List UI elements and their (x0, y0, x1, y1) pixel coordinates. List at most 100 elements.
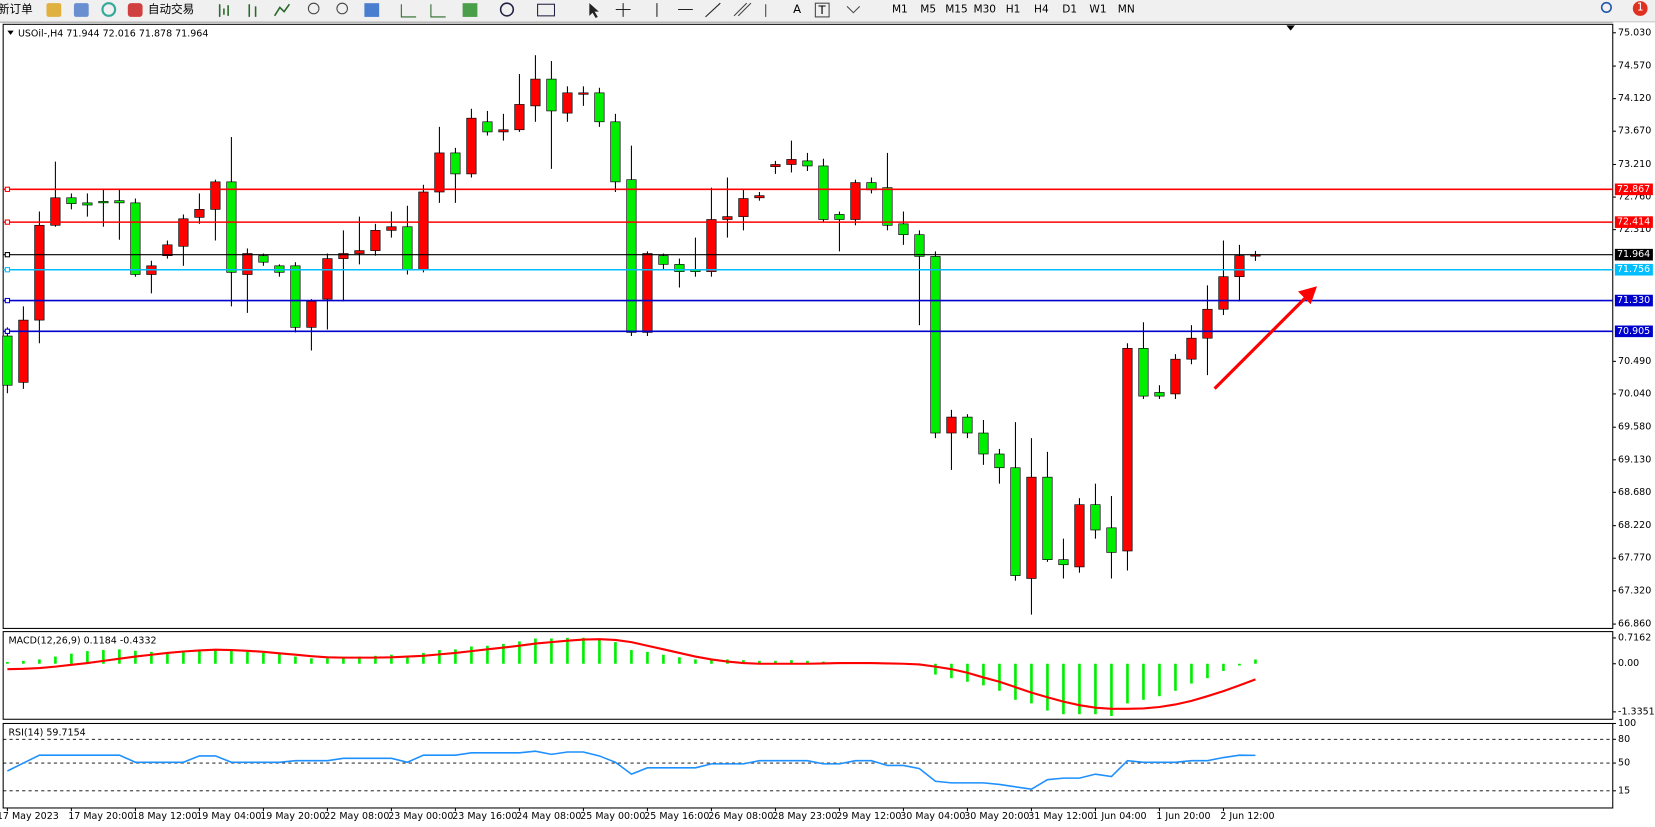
x-tick-label: 25 May 16:00 (644, 811, 709, 822)
candle-body (498, 129, 509, 133)
notification-badge[interactable] (1632, 1, 1648, 16)
timeframe-button[interactable]: D1 (1062, 4, 1077, 16)
timeframe-button[interactable]: M1 (892, 4, 908, 16)
candle-body (2, 335, 13, 386)
candle-body (354, 250, 365, 254)
candle-body (738, 198, 749, 217)
scroll-buttons[interactable] (400, 4, 446, 18)
label-tool-box[interactable] (814, 2, 830, 18)
candle-body (1010, 467, 1021, 576)
x-tick-label: 19 May 04:00 (196, 811, 261, 822)
zoom-out-button[interactable] (336, 2, 349, 15)
text-tool[interactable]: A (793, 2, 801, 16)
candle-body (50, 197, 61, 226)
shift-marker[interactable] (1286, 25, 1295, 31)
timeframe-button[interactable]: H4 (1034, 4, 1049, 16)
auto-trading-button[interactable]: 自动交易 (148, 2, 194, 16)
timeframe-button[interactable]: M5 (920, 4, 936, 16)
candle-body (1106, 527, 1117, 553)
timeframe-button[interactable]: M15 (945, 4, 968, 16)
x-tick-label: 17 May 2023 (0, 811, 59, 822)
bar-chart-button[interactable] (218, 4, 229, 17)
timeframe-button[interactable]: MN (1118, 4, 1135, 16)
price-level-label: 72.867 (1617, 184, 1650, 195)
icon-button[interactable] (46, 3, 62, 17)
candle-body (66, 197, 77, 204)
timeframe-button[interactable]: W1 (1089, 4, 1106, 16)
periods-button[interactable] (499, 2, 515, 17)
candle-body (1154, 392, 1165, 397)
candle-body (290, 265, 301, 328)
timeframe-button[interactable]: H1 (1006, 4, 1021, 16)
candle-body (322, 258, 333, 300)
x-tick-label: 23 May 16:00 (452, 811, 517, 822)
chart-tools (218, 3, 291, 17)
x-tick-label: 19 May 20:00 (260, 811, 325, 822)
cursor-button[interactable] (589, 3, 599, 18)
chart-title-marker (7, 30, 14, 35)
candle-body (1218, 276, 1229, 310)
crosshair-button[interactable] (615, 3, 631, 17)
line-chart-button[interactable] (273, 3, 291, 17)
candle-body (418, 191, 429, 270)
price-level-handle[interactable] (4, 267, 11, 273)
candle-body (98, 201, 109, 204)
price-level-handle[interactable] (4, 297, 11, 304)
trend-arrow-head (1298, 286, 1318, 305)
x-tick-label: 23 May 00:00 (388, 811, 453, 822)
price-level-handle[interactable] (4, 252, 11, 258)
y-tick-label: 75.030 (1618, 27, 1651, 38)
auto-trading-icon[interactable] (127, 3, 143, 17)
x-tick-label: 17 May 20:00 (68, 811, 133, 822)
x-tick-label: 30 May 04:00 (900, 811, 965, 822)
chart-panel (2, 631, 1614, 720)
price-level-handle[interactable] (4, 328, 11, 334)
new-order-button[interactable]: 新订单 (0, 2, 33, 16)
y-tick-label: 73.670 (1618, 126, 1651, 137)
y-tick-label: 74.570 (1618, 61, 1651, 72)
candle-body (546, 78, 557, 112)
y-tick-label: 68.220 (1618, 520, 1651, 531)
tile-button[interactable] (364, 3, 380, 17)
candle-body (578, 92, 589, 95)
templates-button[interactable] (537, 3, 556, 17)
search-button[interactable] (1600, 1, 1612, 13)
arrows-button[interactable] (846, 5, 861, 14)
candle-body (722, 216, 733, 220)
candle-body (850, 182, 861, 220)
candle-body (626, 179, 637, 333)
x-tick-label: 22 May 08:00 (324, 811, 389, 822)
y-tick-label: 69.130 (1618, 454, 1651, 465)
candle-body (642, 253, 653, 333)
price-level-handle[interactable] (4, 186, 11, 192)
candle-body (530, 78, 541, 107)
candle-body (1074, 504, 1085, 568)
y-tick-label: 68.680 (1618, 487, 1651, 498)
price-level-tag (1614, 183, 1653, 196)
price-level-label: 71.330 (1617, 295, 1650, 306)
zoom-in-button[interactable] (307, 2, 320, 15)
price-level-handle[interactable] (4, 219, 11, 225)
label-tool[interactable]: T (818, 3, 827, 17)
icon-button[interactable] (101, 2, 117, 17)
candle-body (450, 152, 461, 175)
indicators-button[interactable] (462, 3, 478, 17)
candle-body (466, 117, 477, 175)
toolbar: 新订单 自动交易 A T M1 M5 M15 M30 H1 H4 D1 W1 MN 1 (0, 0, 1655, 23)
candle-chart-button[interactable] (248, 4, 257, 17)
channel-button[interactable] (733, 2, 752, 17)
price-level-label: 70.905 (1617, 326, 1650, 337)
candle-body (1026, 476, 1037, 579)
x-tick-label: 29 May 12:00 (836, 811, 901, 822)
candle-body (130, 202, 141, 275)
chart-panel (2, 722, 1614, 809)
icon-button[interactable] (73, 3, 89, 17)
candle-body (82, 202, 93, 206)
price-level-label: 72.414 (1617, 217, 1650, 228)
x-tick-label: 1 Jun 20:00 (1156, 811, 1210, 822)
price-level-tag (1614, 248, 1653, 261)
line-tools[interactable] (656, 2, 721, 18)
chart-panel (2, 23, 1614, 629)
timeframe-button[interactable]: M30 (973, 4, 996, 16)
